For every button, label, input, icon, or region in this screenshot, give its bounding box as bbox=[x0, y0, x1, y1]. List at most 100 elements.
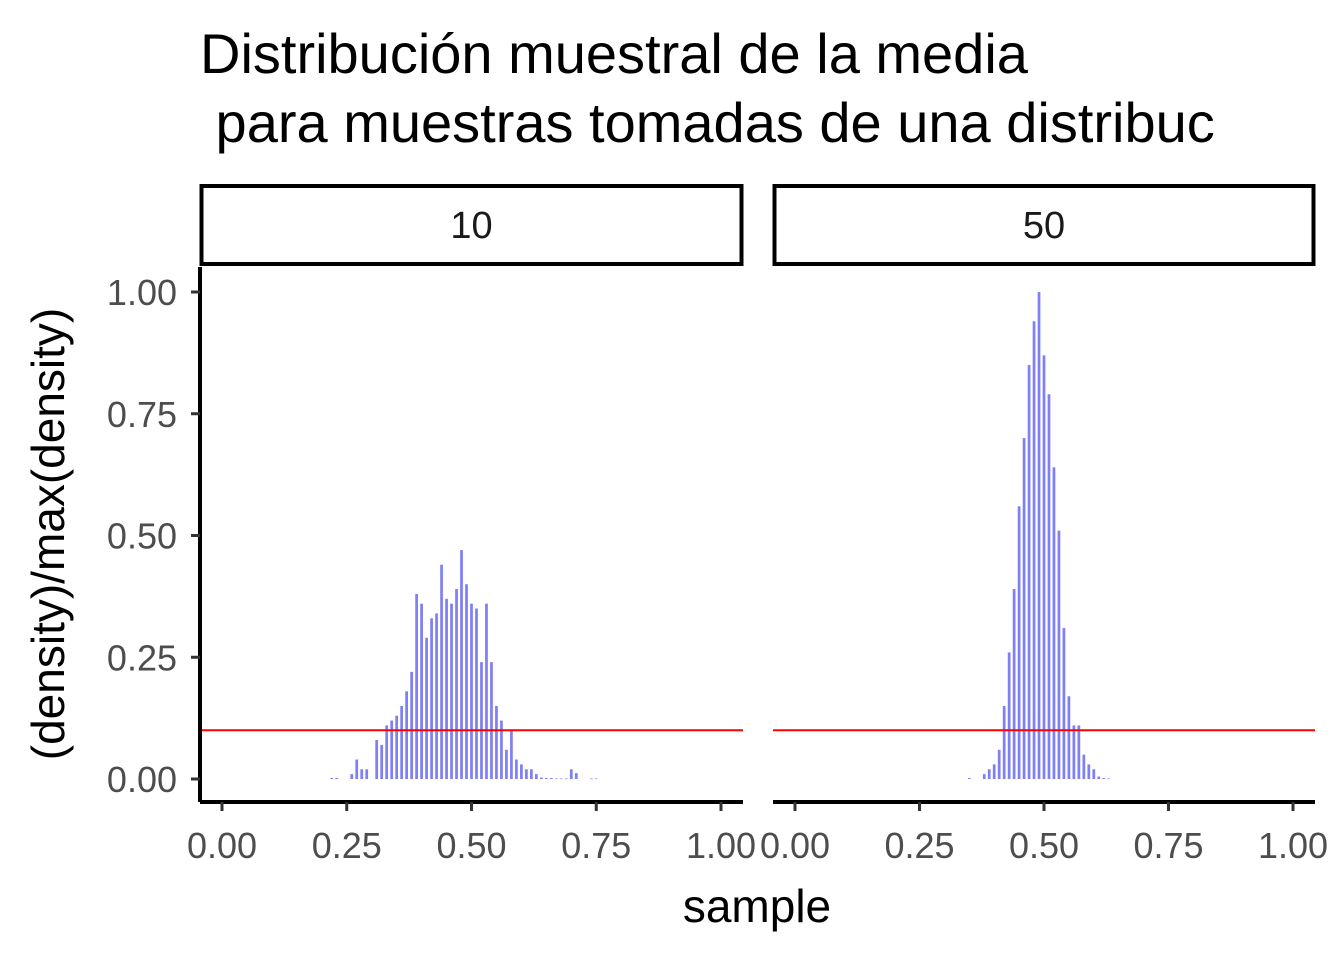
histogram-bar bbox=[1057, 530, 1061, 779]
histogram-bar bbox=[987, 769, 991, 779]
histogram-bar bbox=[455, 589, 458, 779]
x-tick-label: 0.50 bbox=[1009, 825, 1079, 866]
histogram-bar bbox=[589, 778, 593, 780]
histogram-bar bbox=[445, 598, 448, 779]
histogram-bar bbox=[485, 603, 488, 779]
histogram-bar bbox=[564, 778, 568, 780]
x-tick-label: 0.75 bbox=[561, 825, 631, 866]
histogram-bar bbox=[330, 778, 334, 779]
x-tick-label: 0.00 bbox=[187, 825, 257, 866]
histogram-bar bbox=[1087, 764, 1091, 779]
histogram-bar bbox=[982, 774, 986, 779]
histogram-bar bbox=[1042, 355, 1046, 779]
histogram-bar bbox=[375, 740, 379, 779]
histogram-bar bbox=[967, 778, 971, 779]
histogram-bar bbox=[405, 691, 409, 779]
histogram-bar bbox=[1107, 778, 1111, 780]
histogram-bar bbox=[1092, 769, 1096, 779]
histogram-bar bbox=[1002, 705, 1006, 779]
facet-panels: 100.00 0.25 0.50 0.75 1.000.000.250.500.751.… bbox=[107, 184, 1328, 866]
histogram-bar bbox=[415, 593, 418, 779]
x-axis-title: sample bbox=[683, 880, 831, 932]
histogram-bar bbox=[544, 778, 548, 779]
histogram-bar bbox=[470, 603, 473, 779]
histogram-bar bbox=[1022, 438, 1026, 779]
histogram-bar bbox=[1052, 467, 1056, 779]
histogram-bar bbox=[390, 720, 394, 779]
histogram-bar bbox=[594, 778, 598, 780]
histogram-bar bbox=[530, 769, 533, 779]
histogram-bar bbox=[420, 603, 423, 779]
facet-strip bbox=[199, 184, 744, 266]
facet-panel-10: 10 0.00 0.25 0.50 0.75 1.00 0.00 0.25 0.50 0.75 1.… bbox=[107, 184, 756, 866]
histogram-bar bbox=[1027, 365, 1031, 779]
facet-strip bbox=[772, 184, 1316, 266]
histogram-bar bbox=[500, 720, 503, 779]
histogram-bar bbox=[569, 769, 573, 779]
histogram-bar bbox=[505, 749, 508, 779]
histogram-bar bbox=[992, 764, 996, 779]
histogram-bar bbox=[559, 778, 563, 780]
histogram-bar bbox=[465, 584, 468, 779]
facet-panel-50: 50 0.00 0.25 0.50 0.75 1.00 bbox=[760, 184, 1328, 866]
histogram-bar bbox=[1097, 776, 1101, 779]
chart-title-line-1: Distribución muestral de la media bbox=[200, 22, 1029, 85]
histogram-bar bbox=[574, 773, 578, 779]
histogram-bar bbox=[1082, 754, 1086, 779]
histogram-bar bbox=[410, 671, 413, 779]
histogram-bar bbox=[515, 759, 518, 779]
histogram-bar bbox=[549, 778, 553, 779]
x-tick-label: 1.00 bbox=[1258, 825, 1328, 866]
histogram-bar bbox=[400, 705, 404, 779]
x-tick-label: 0.00 bbox=[760, 825, 830, 866]
x-tick-label: 1.00 bbox=[686, 825, 756, 866]
histogram-bar bbox=[355, 759, 359, 779]
y-tick-label: 1.00 bbox=[107, 272, 177, 313]
histogram-bar bbox=[385, 725, 389, 779]
histogram-bar bbox=[335, 778, 339, 779]
histogram-bar bbox=[1067, 696, 1071, 779]
histogram-bar bbox=[1047, 394, 1051, 779]
histogram-bar bbox=[1012, 589, 1016, 779]
histogram-bar bbox=[1007, 652, 1011, 779]
histogram-bar bbox=[450, 603, 453, 779]
x-tick-label: 0.75 bbox=[1133, 825, 1203, 866]
histogram-bar bbox=[1017, 506, 1021, 779]
x-tick-label: 0.25 bbox=[884, 825, 954, 866]
histogram-bar bbox=[460, 550, 463, 779]
y-tick-label: 0.25 bbox=[107, 637, 177, 678]
histogram-bar bbox=[1102, 778, 1106, 779]
histogram-bar bbox=[510, 730, 513, 779]
histogram-bar bbox=[395, 715, 399, 779]
y-tick-label: 0.00 bbox=[107, 759, 177, 800]
histogram-bar bbox=[490, 662, 493, 779]
histogram-bar bbox=[1037, 292, 1041, 779]
facet-strip-label: 10 bbox=[450, 205, 492, 247]
histogram-bar bbox=[1072, 725, 1076, 779]
histogram-bar bbox=[435, 613, 438, 779]
chart-title-line-2: para muestras tomadas de una distribuc bbox=[200, 91, 1215, 154]
histogram-bar bbox=[380, 744, 384, 779]
histogram-bar bbox=[430, 618, 433, 779]
histogram-bar bbox=[360, 769, 364, 779]
histogram-bar bbox=[554, 778, 558, 780]
histogram-bar bbox=[350, 774, 354, 779]
histogram-bar bbox=[997, 749, 1001, 779]
facet-strip-label: 50 bbox=[1023, 205, 1065, 247]
histogram-bar bbox=[440, 564, 443, 779]
y-tick-label: 0.75 bbox=[107, 394, 177, 435]
histogram-bar bbox=[475, 608, 478, 779]
histogram-bar bbox=[520, 764, 523, 779]
histogram-bar bbox=[1032, 321, 1036, 779]
x-tick-label: 0.25 bbox=[312, 825, 382, 866]
histogram-bar bbox=[365, 769, 369, 779]
histogram-bar bbox=[539, 777, 543, 779]
y-axis-title: (density)/max(density) bbox=[22, 308, 74, 760]
y-tick-label: 0.50 bbox=[107, 516, 177, 557]
histogram-bar bbox=[525, 769, 528, 779]
histogram-bar bbox=[480, 662, 483, 779]
x-tick-label: 0.50 bbox=[436, 825, 506, 866]
histogram-bar bbox=[1077, 725, 1081, 779]
histogram-bar bbox=[425, 637, 428, 779]
